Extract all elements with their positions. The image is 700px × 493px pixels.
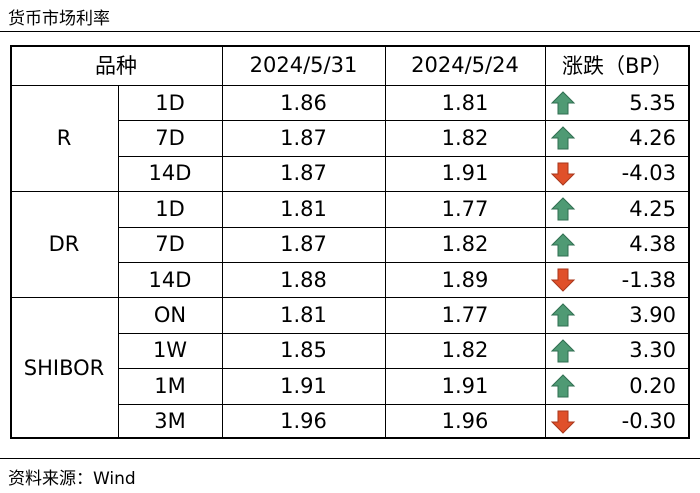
rate-cell: 1.81	[441, 90, 489, 115]
term-cell: ON	[153, 303, 187, 328]
group-line	[10, 297, 690, 299]
table	[10, 45, 690, 439]
arrow-down	[550, 409, 576, 435]
change-cell: 4.26	[629, 126, 676, 151]
rate-cell: 1.96	[280, 409, 327, 434]
row-line	[118, 403, 690, 405]
arrow-up	[550, 90, 576, 116]
change-cell: 3.90	[629, 303, 676, 328]
arrow-up	[550, 338, 576, 364]
arrow-icon	[550, 126, 576, 150]
row-line	[118, 226, 690, 228]
group-label: R	[56, 126, 72, 151]
rate-cell: 1.87	[280, 232, 327, 257]
rate-cell: 1.89	[441, 267, 489, 292]
row-line	[118, 120, 690, 122]
column-header: 2024/5/31	[249, 53, 358, 77]
change-cell: 0.20	[629, 373, 676, 398]
rate-cell: 1.91	[280, 373, 327, 398]
term-cell: 1M	[154, 373, 186, 398]
arrow-icon	[550, 197, 576, 221]
rate-cell: 1.81	[280, 303, 327, 328]
title: 货币市场利率	[8, 9, 110, 29]
rate-cell: 1.85	[280, 338, 327, 363]
term-cell: 7D	[155, 232, 185, 257]
arrow-icon	[550, 232, 576, 257]
term-cell: 1D	[155, 196, 185, 221]
term-cell: 14D	[148, 161, 192, 186]
change-cell: -4.03	[621, 161, 676, 186]
arrow-icon	[550, 162, 576, 186]
rate-cell: 1.77	[441, 196, 489, 221]
row-line	[118, 155, 690, 157]
change-cell: 4.25	[629, 196, 676, 221]
row-line	[118, 368, 690, 370]
row-line	[118, 332, 690, 334]
arrow-up	[550, 232, 576, 258]
arrow-down	[550, 161, 576, 187]
col-line	[222, 45, 223, 439]
arrow-icon	[550, 410, 576, 434]
term-cell: 1W	[152, 338, 188, 363]
col-line	[385, 45, 386, 439]
rate-cell: 1.81	[280, 196, 327, 221]
arrow-icon	[550, 339, 576, 363]
arrow-up	[550, 125, 576, 151]
title-rule	[0, 31, 700, 32]
group-line	[10, 191, 690, 193]
group-label: DR	[48, 232, 80, 257]
change-cell: -1.38	[621, 267, 676, 292]
group-label: SHIBOR	[23, 356, 105, 381]
rate-cell: 1.87	[280, 161, 327, 186]
change-cell: 5.35	[629, 90, 676, 115]
term-cell: 7D	[155, 126, 185, 151]
rate-cell: 1.82	[441, 338, 489, 363]
rate-cell: 1.88	[280, 267, 327, 292]
rate-cell: 1.91	[441, 373, 489, 398]
column-header: 涨跌（BP）	[561, 54, 674, 78]
arrow-up	[550, 373, 576, 399]
rate-cell: 1.91	[441, 161, 489, 186]
arrow-up	[550, 196, 576, 222]
arrow-icon	[550, 374, 576, 398]
term-cell: 1D	[155, 90, 185, 115]
change-cell: 4.38	[629, 232, 676, 257]
rate-cell: 1.82	[441, 126, 489, 151]
row-line	[118, 262, 690, 263]
column-header: 2024/5/24	[411, 53, 519, 77]
change-cell: 3.30	[629, 338, 676, 363]
arrow-icon	[550, 303, 576, 327]
term-cell: 14D	[148, 267, 192, 292]
rate-cell: 1.86	[280, 90, 327, 115]
rate-cell: 1.87	[280, 126, 327, 151]
column-header: 品种	[95, 54, 137, 78]
rate-cell: 1.82	[441, 232, 489, 257]
row-line	[10, 85, 690, 86]
col-line	[545, 45, 546, 439]
arrow-down	[550, 267, 576, 293]
rate-cell: 1.77	[441, 303, 489, 328]
arrow-icon	[550, 91, 576, 115]
term-cell: 3M	[154, 409, 186, 434]
source: 资料来源：Wind	[8, 469, 136, 489]
rate-cell: 1.96	[441, 409, 489, 434]
change-cell: -0.30	[621, 409, 676, 434]
arrow-icon	[550, 268, 576, 292]
arrow-up	[550, 302, 576, 328]
footer-rule	[0, 458, 700, 459]
